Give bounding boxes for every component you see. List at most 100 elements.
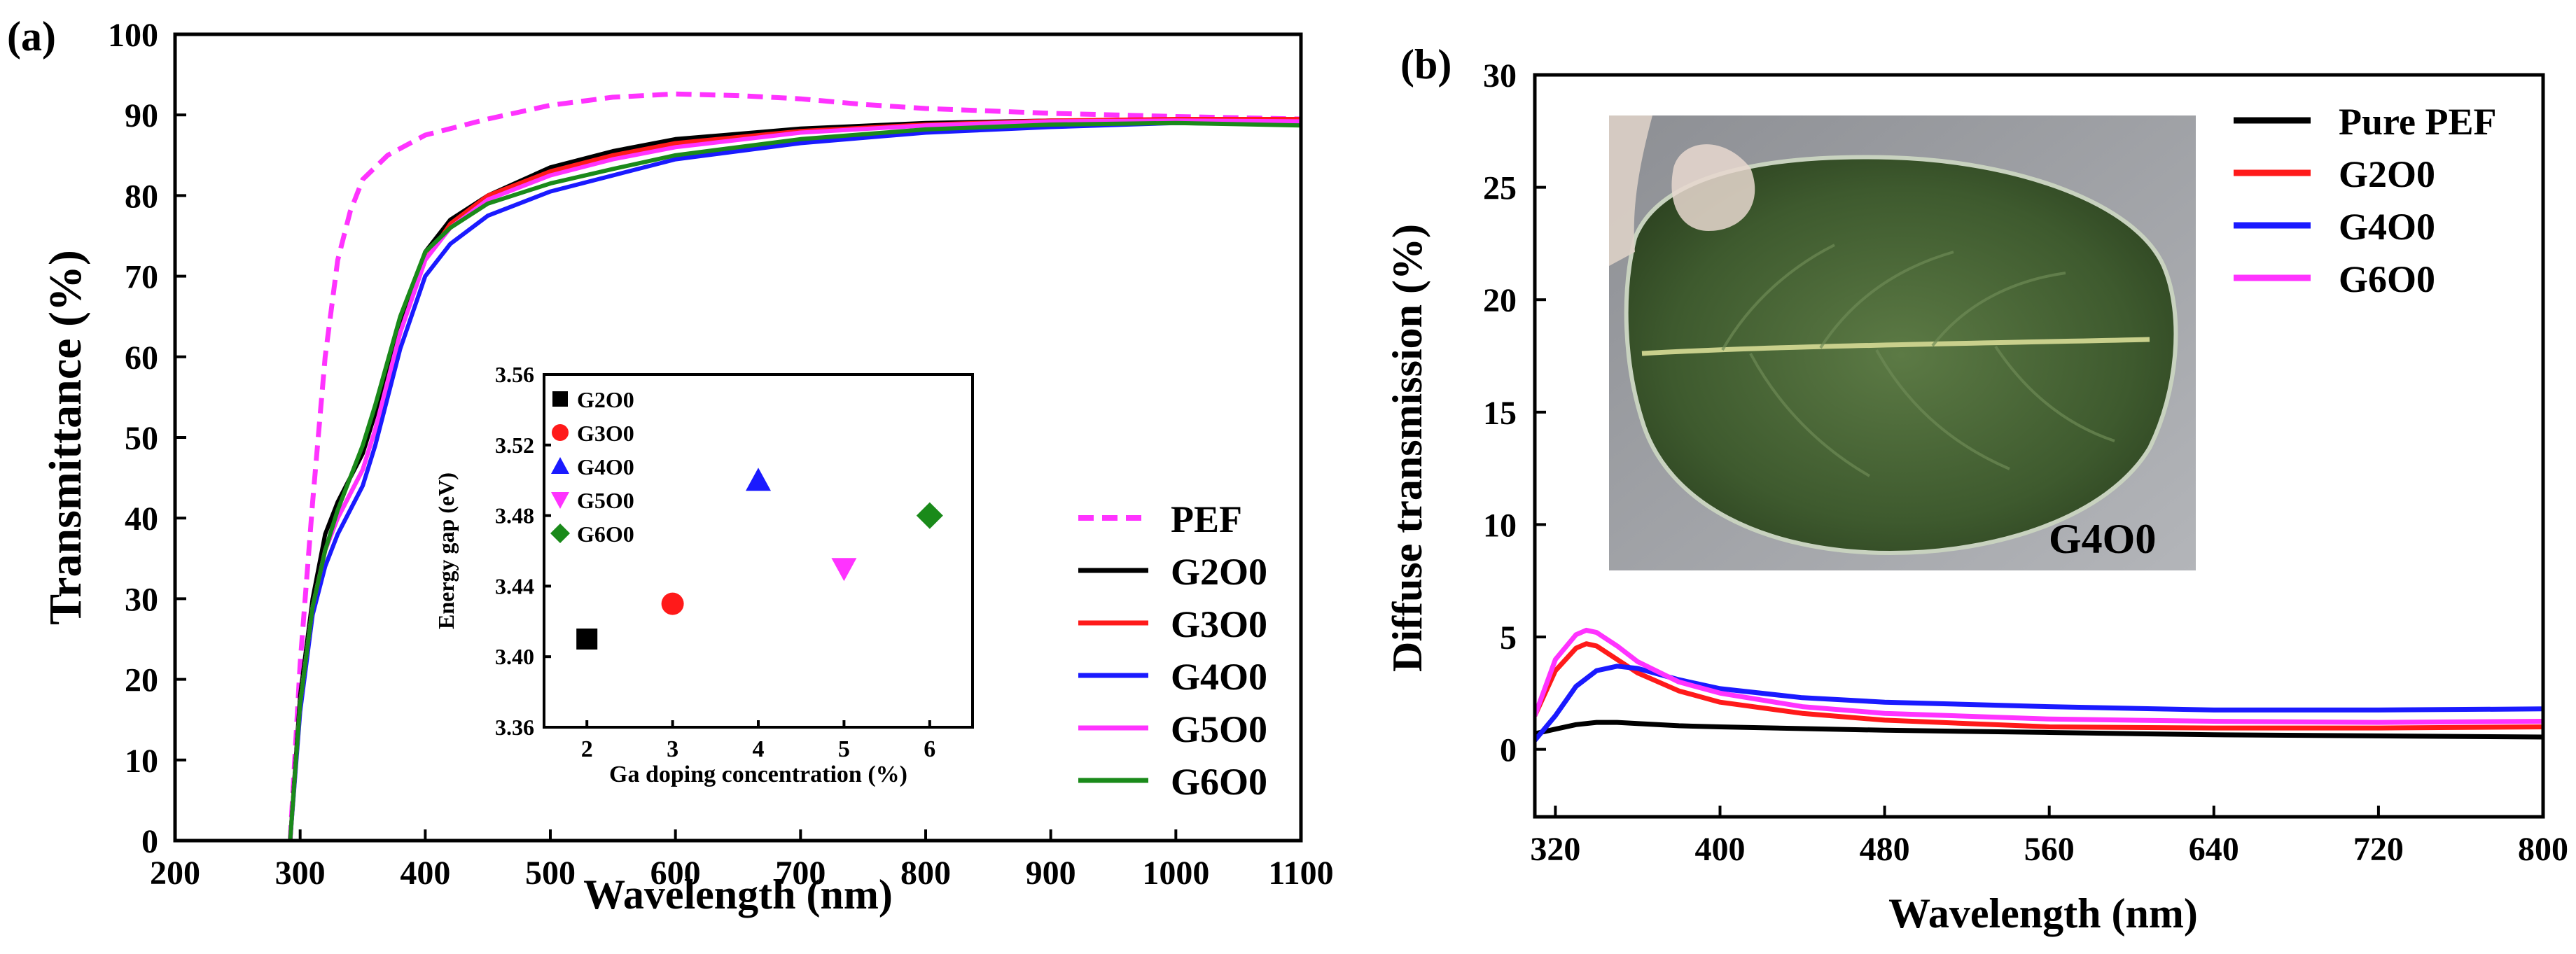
inset-legend-marker-g6o0 — [550, 524, 570, 543]
inset-background — [413, 350, 987, 742]
y-tick-label-a: 60 — [125, 339, 158, 377]
y-tick-label-a: 80 — [125, 178, 158, 215]
x-tick-label-a: 400 — [400, 855, 450, 892]
inset-x-tick-label: 3 — [667, 736, 678, 762]
y-tick-label-b: 5 — [1500, 619, 1517, 657]
y-tick-label-a: 0 — [141, 823, 158, 860]
inset-points-group — [576, 468, 943, 650]
photo-label: G4O0 — [2049, 516, 2156, 562]
panel-b-legend: Pure PEF G2O0 G4O0 G6O0 — [2234, 101, 2496, 300]
inset-x-tick-label: 6 — [924, 736, 935, 762]
y-tick-label-a: 30 — [125, 581, 158, 618]
leaf-shape — [1624, 155, 2178, 556]
x-tick-label-a: 600 — [650, 855, 701, 892]
x-tick-label-b: 720 — [2353, 831, 2404, 868]
legend-label-a-g4o0: G4O0 — [1171, 656, 1267, 698]
inset-point-g4o0 — [746, 468, 771, 491]
x-tick-label-b: 400 — [1694, 831, 1745, 868]
legend-label-b-pure-pef: Pure PEF — [2339, 101, 2496, 143]
panel-a-x-axis-label: Wavelength (nm) — [583, 871, 893, 918]
inset-legend-marker-g2o0 — [552, 391, 568, 407]
panel-a-label: (a) — [7, 13, 56, 59]
x-tick-label-a: 500 — [525, 855, 576, 892]
y-tick-label-a: 70 — [125, 259, 158, 296]
leaf-midrib — [1641, 337, 2150, 356]
legend-label-a-g6o0: G6O0 — [1171, 761, 1267, 803]
y-tick-label-a: 50 — [125, 420, 158, 457]
panel-a: (a) 200 300 400 500 600 700 800 900 1000 1100 0 10… — [7, 13, 1334, 918]
x-tick-label-b: 640 — [2189, 831, 2239, 868]
inset-y-axis-label: Energy gap (eV) — [433, 472, 459, 629]
y-tick-label-a: 10 — [125, 743, 158, 780]
x-tick-label-b: 320 — [1530, 831, 1580, 868]
x-tick-label-a: 700 — [775, 855, 826, 892]
inset-x-axis-label: Ga doping concentration (%) — [609, 762, 907, 787]
inset-y-tick-label: 3.44 — [495, 573, 534, 598]
series-line-a-g6o0 — [288, 120, 1301, 841]
series-line-b-pure-pef — [1535, 720, 2543, 740]
x-tick-label-a: 300 — [275, 855, 326, 892]
inset-y-tick-label: 3.40 — [495, 644, 534, 669]
inset-y-ticks: 3.36 3.40 3.44 3.48 3.52 3.56 — [495, 362, 551, 740]
series-line-a-g4o0 — [288, 120, 1301, 841]
finger-shape — [1671, 144, 1755, 231]
inset-legend-label-g4o0: G4O0 — [577, 454, 634, 479]
inset-point-g2o0 — [576, 629, 598, 650]
y-tick-label-b: 20 — [1483, 282, 1517, 319]
panel-a-x-ticks: 200 300 400 500 600 700 800 900 1000 1100 — [150, 829, 1334, 892]
legend-label-a-g3o0: G3O0 — [1171, 603, 1267, 645]
panel-a-y-axis-label: Transmittance (%) — [40, 250, 91, 625]
x-tick-label-b: 800 — [2518, 831, 2568, 868]
inset-y-tick-label: 3.56 — [495, 362, 534, 387]
legend-label-b-g4o0: G4O0 — [2339, 206, 2435, 248]
x-tick-label-a: 800 — [900, 855, 951, 892]
legend-label-a-pef: PEF — [1171, 498, 1242, 540]
y-tick-label-b: 30 — [1483, 57, 1517, 94]
y-tick-label-a: 40 — [125, 500, 158, 538]
leaf-photo: G4O0 — [1609, 115, 2196, 570]
panel-a-y-ticks: 0 10 20 30 40 50 60 70 80 90 100 — [108, 17, 186, 860]
y-tick-label-a: 90 — [125, 97, 158, 134]
inset-point-g6o0 — [916, 502, 943, 529]
inset-point-g3o0 — [661, 592, 684, 615]
panel-b-plot-frame — [1533, 73, 2545, 819]
x-tick-label-b: 560 — [2024, 831, 2075, 868]
inset-y-tick-label: 3.48 — [495, 503, 534, 528]
panel-b-series-group — [1535, 627, 2543, 743]
panel-a-inset: 2 3 4 5 6 3.36 3.40 3.44 3.48 3.52 3.56 Ga doping… — [413, 350, 987, 787]
inset-legend-label-g6o0: G6O0 — [577, 521, 634, 547]
legend-label-b-g6o0: G6O0 — [2339, 258, 2435, 300]
inset-legend-marker-g3o0 — [552, 424, 569, 441]
inset-legend-label-g3o0: G3O0 — [577, 421, 634, 446]
y-tick-label-a: 100 — [108, 17, 158, 54]
series-line-b-g4o0 — [1535, 664, 2543, 743]
panel-b-x-ticks: 320 400 480 560 640 720 800 — [1530, 806, 2568, 868]
series-line-a-pef — [287, 91, 1301, 841]
inset-point-g5o0 — [831, 558, 857, 582]
x-tick-label-a: 200 — [150, 855, 200, 892]
panel-a-legend: PEF G2O0 G3O0 G4O0 G5O0 G6O0 — [1078, 498, 1267, 803]
legend-label-a-g5o0: G5O0 — [1171, 708, 1267, 750]
panel-b: (b) G4O0 320 400 480 560 640 720 800 0 5 10 15 20 2… — [1384, 41, 2568, 937]
panel-b-label: (b) — [1400, 41, 1451, 87]
y-tick-label-b: 15 — [1483, 395, 1517, 432]
inset-y-tick-label: 3.36 — [495, 715, 534, 740]
inset-x-ticks: 2 3 4 5 6 — [581, 720, 935, 762]
series-line-b-g6o0 — [1535, 627, 2543, 725]
panel-b-y-ticks: 0 5 10 15 20 25 30 — [1483, 57, 1546, 769]
y-tick-label-a: 20 — [125, 662, 158, 699]
inset-x-tick-label: 5 — [838, 736, 850, 762]
inset-legend: G2O0 G3O0 G4O0 G5O0 G6O0 — [550, 387, 634, 547]
legend-label-a-g2o0: G2O0 — [1171, 551, 1267, 593]
x-tick-label-a: 1000 — [1142, 855, 1209, 892]
inset-x-tick-label: 2 — [581, 736, 593, 762]
inset-legend-label-g2o0: G2O0 — [577, 387, 634, 412]
panel-a-series-group — [287, 91, 1301, 841]
x-tick-label-a: 1100 — [1268, 855, 1333, 892]
panel-b-y-axis-label: Diffuse transmission (%) — [1384, 224, 1430, 672]
y-tick-label-b: 10 — [1483, 507, 1517, 544]
leaf-veins — [1721, 244, 2115, 477]
y-tick-label-b: 25 — [1483, 170, 1517, 207]
inset-legend-marker-g5o0 — [551, 492, 569, 509]
